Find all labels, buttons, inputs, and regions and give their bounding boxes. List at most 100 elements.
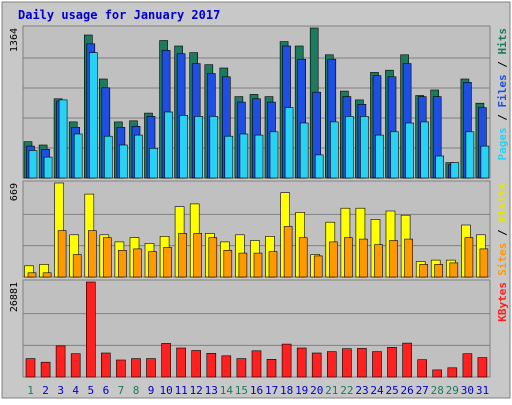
bar-sites-day-26: [404, 238, 413, 278]
bar-sites-day-15: [238, 252, 248, 278]
series-label-part: Pages: [496, 127, 509, 160]
bar-sites-day-14: [223, 250, 233, 278]
bar-pages-day-23: [360, 116, 369, 179]
bar-kbytes-day-4: [70, 353, 81, 378]
bar-sites-day-6: [103, 237, 112, 278]
bar-pages-day-2: [43, 156, 53, 179]
x-tick-label-day-19: 19: [295, 384, 308, 397]
bar-pages-day-11: [179, 115, 188, 179]
x-tick-label-day-15: 15: [235, 384, 248, 397]
bar-sites-day-28: [434, 264, 444, 278]
bar-sites-day-8: [133, 248, 142, 278]
panel-sites-visits-series-label: Sites / Visits: [496, 183, 509, 276]
bar-pages-day-14: [224, 135, 234, 179]
bar-sites-day-18: [283, 226, 293, 278]
bar-pages-day-21: [329, 121, 339, 179]
bar-sites-day-10: [163, 247, 172, 278]
bar-pages-day-1: [28, 150, 38, 179]
bar-kbytes-day-17: [266, 358, 277, 378]
x-tick-label-day-17: 17: [265, 384, 278, 397]
bar-kbytes-day-1: [25, 358, 36, 378]
x-tick-label-day-13: 13: [205, 384, 218, 397]
x-tick-label-day-14: 14: [220, 384, 234, 397]
series-label-part: Hits: [496, 28, 509, 55]
bar-kbytes-day-7: [116, 359, 126, 378]
bar-kbytes-day-28: [432, 369, 443, 378]
x-tick-label-day-25: 25: [385, 384, 398, 397]
panel-pages-files-hits-series-label: Pages / Files / Hits: [496, 28, 509, 161]
x-tick-label-day-5: 5: [87, 384, 94, 397]
bar-pages-day-28: [435, 155, 445, 179]
bar-pages-day-6: [104, 135, 113, 179]
x-tick-label-day-4: 4: [72, 384, 79, 397]
bar-sites-day-9: [148, 251, 157, 278]
bar-pages-day-30: [465, 131, 475, 179]
bar-pages-day-18: [284, 107, 294, 179]
bar-kbytes-day-31: [477, 357, 488, 378]
bar-kbytes-day-13: [206, 352, 217, 378]
bar-sites-day-30: [464, 237, 474, 278]
bar-kbytes-day-10: [161, 343, 171, 378]
bar-kbytes-day-29: [447, 367, 458, 378]
bar-pages-day-19: [299, 122, 309, 179]
x-tick-label-day-10: 10: [159, 384, 172, 397]
bar-kbytes-day-24: [372, 351, 382, 378]
bar-kbytes-day-14: [221, 355, 232, 378]
bar-pages-day-8: [134, 134, 143, 179]
bar-pages-day-17: [269, 131, 279, 179]
bar-pages-day-10: [164, 111, 173, 179]
bar-kbytes-day-18: [281, 343, 292, 378]
bar-kbytes-day-22: [342, 348, 352, 378]
x-tick-label-day-21: 21: [325, 384, 338, 397]
x-tick-label-day-12: 12: [190, 384, 203, 397]
x-tick-label-day-20: 20: [310, 384, 323, 397]
bar-kbytes-day-21: [326, 351, 337, 378]
bar-sites-day-7: [118, 250, 127, 278]
bar-kbytes-day-27: [417, 359, 428, 378]
bar-sites-day-31: [479, 248, 489, 278]
bar-sites-day-16: [253, 252, 263, 278]
bar-kbytes-day-9: [146, 358, 156, 378]
bar-sites-day-25: [389, 240, 398, 278]
bar-pages-day-16: [254, 134, 264, 179]
x-tick-label-day-1: 1: [27, 384, 34, 397]
bar-sites-day-21: [328, 241, 338, 278]
bar-kbytes-day-19: [296, 347, 307, 378]
bar-sites-day-24: [374, 244, 383, 278]
x-tick-label-day-23: 23: [355, 384, 368, 397]
bar-pages-day-26: [405, 122, 414, 179]
bar-kbytes-day-15: [236, 358, 247, 378]
panel-sites-visits-max-label: 669: [9, 183, 20, 201]
bar-pages-day-29: [450, 162, 460, 179]
bar-pages-day-3: [58, 99, 68, 179]
x-tick-label-day-6: 6: [103, 384, 110, 397]
bar-sites-day-11: [178, 233, 187, 278]
panel-kbytes-series-label: KBytes: [496, 282, 509, 322]
bar-pages-day-12: [194, 116, 203, 179]
bar-sites-day-19: [298, 237, 308, 278]
bar-pages-day-9: [149, 148, 158, 179]
bar-kbytes-day-12: [191, 350, 201, 378]
bar-kbytes-day-3: [55, 345, 66, 378]
bar-pages-day-4: [73, 133, 83, 179]
bar-sites-day-23: [359, 238, 368, 278]
panel-pages-files-hits-max-label: 1364: [9, 28, 20, 52]
bar-pages-day-31: [480, 145, 490, 179]
bar-kbytes-day-26: [402, 342, 412, 378]
bar-sites-day-3: [57, 230, 67, 278]
x-tick-label-day-3: 3: [57, 384, 64, 397]
bar-pages-day-22: [345, 116, 354, 179]
x-tick-label-day-16: 16: [250, 384, 263, 397]
bar-kbytes-day-5: [86, 281, 96, 378]
bar-sites-day-1: [27, 272, 37, 278]
bar-kbytes-day-25: [387, 346, 397, 378]
x-tick-label-day-9: 9: [148, 384, 155, 397]
x-tick-label-day-26: 26: [400, 384, 413, 397]
bar-pages-day-27: [420, 121, 430, 179]
bar-kbytes-day-16: [251, 350, 262, 378]
bar-pages-day-25: [390, 131, 399, 179]
bar-sites-day-12: [193, 233, 202, 278]
x-tick-label-day-7: 7: [118, 384, 125, 397]
